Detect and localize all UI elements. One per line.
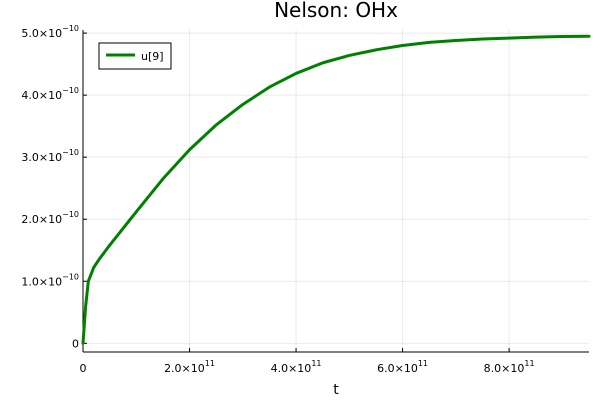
y-tick-exponent: −10 — [62, 272, 79, 281]
tick-labels: 0 2.0×1011 4.0×1011 6.0×1011 8.0×1011 0 1.0×10… — [21, 24, 534, 375]
x-tick-label: 4.0×1011 — [271, 359, 322, 375]
x-tick-exponent: 11 — [205, 359, 215, 368]
y-tick-label: 3.0×10−10 — [21, 148, 79, 164]
axes — [82, 30, 589, 353]
x-tick-label: 0 — [80, 362, 87, 375]
y-tick-exponent: −10 — [62, 148, 79, 157]
series — [81, 34, 591, 345]
x-tick-label: 6.0×1011 — [377, 359, 428, 375]
x-tick-exponent: 11 — [311, 359, 321, 368]
y-tick-label: 1.0×10−10 — [21, 272, 79, 288]
x-tick-exponent: 11 — [524, 359, 534, 368]
y-tick-exponent: −10 — [62, 86, 79, 95]
legend-label: u[9] — [141, 50, 164, 63]
x-tick-label: 2.0×1011 — [164, 359, 215, 375]
x-tick-label: 8.0×1011 — [484, 359, 535, 375]
y-tick-exponent: −10 — [62, 210, 79, 219]
y-tick-label: 5.0×10−10 — [21, 24, 79, 40]
legend: u[9] — [98, 42, 172, 70]
x-tick-exponent: 11 — [418, 359, 428, 368]
y-tick-label: 4.0×10−10 — [21, 86, 79, 102]
grid — [82, 30, 589, 352]
y-tick-label: 0 — [72, 337, 79, 350]
y-tick-label: 2.0×10−10 — [21, 210, 79, 226]
series-line — [81, 34, 591, 345]
x-axis-label: t — [333, 382, 339, 398]
chart-title: Nelson: OHx — [274, 0, 398, 22]
y-tick-exponent: −10 — [62, 24, 79, 33]
